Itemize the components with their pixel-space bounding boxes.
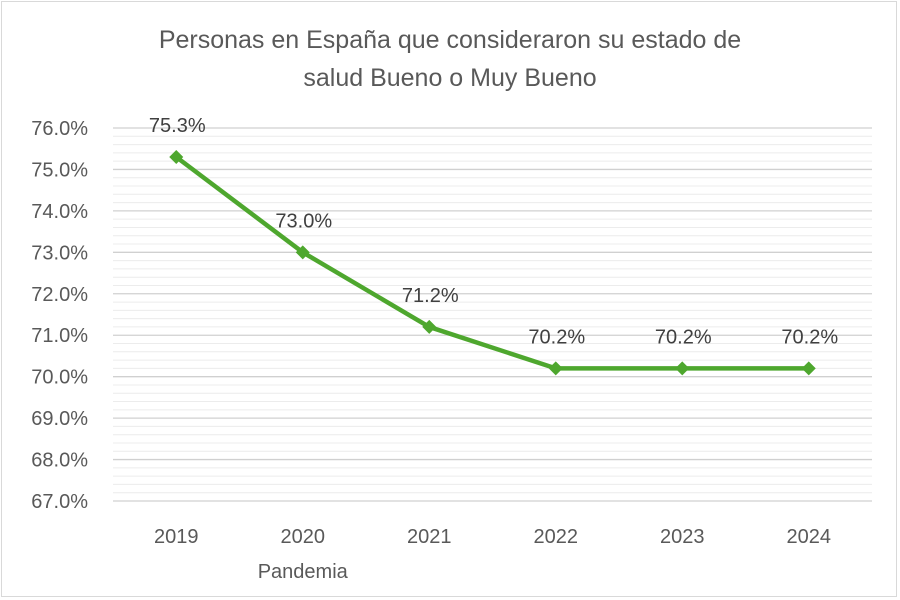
y-tick-label: 68.0% [31, 450, 88, 472]
data-point-marker [295, 245, 310, 260]
data-point-marker [548, 361, 563, 376]
data-label: 75.3% [149, 115, 206, 137]
chart-title-line-1: Personas en España que consideraron su e… [159, 26, 741, 54]
x-tick-label: 2024 [787, 526, 832, 548]
data-label: 70.2% [655, 326, 712, 348]
data-label: 71.2% [402, 285, 459, 307]
y-tick-label: 70.0% [31, 367, 88, 389]
data-point-marker [675, 361, 690, 376]
series-line [174, 155, 809, 371]
x-tick-label: 2021 [407, 526, 452, 548]
y-tick-label: 69.0% [31, 408, 88, 430]
y-tick-label: 72.0% [31, 284, 88, 306]
data-point-marker [801, 361, 816, 376]
data-label: 70.2% [528, 326, 585, 348]
x-sublabel: Pandemia [258, 561, 349, 583]
x-tick-label: 2019 [154, 526, 199, 548]
y-tick-label: 76.0% [31, 118, 88, 140]
chart-title-line-2: salud Bueno o Muy Bueno [303, 64, 596, 92]
y-tick-label: 74.0% [31, 201, 88, 223]
x-tick-label: 2020 [281, 526, 326, 548]
y-tick-label: 71.0% [31, 325, 88, 347]
data-label: 70.2% [781, 326, 838, 348]
data-point-marker [422, 319, 437, 334]
x-tick-label: 2023 [660, 526, 705, 548]
x-tick-label: 2022 [534, 526, 579, 548]
data-label: 73.0% [275, 210, 332, 232]
y-tick-label: 75.0% [31, 159, 88, 181]
data-point-marker [169, 150, 184, 165]
y-tick-label: 67.0% [31, 491, 88, 513]
y-tick-label: 73.0% [31, 242, 88, 264]
